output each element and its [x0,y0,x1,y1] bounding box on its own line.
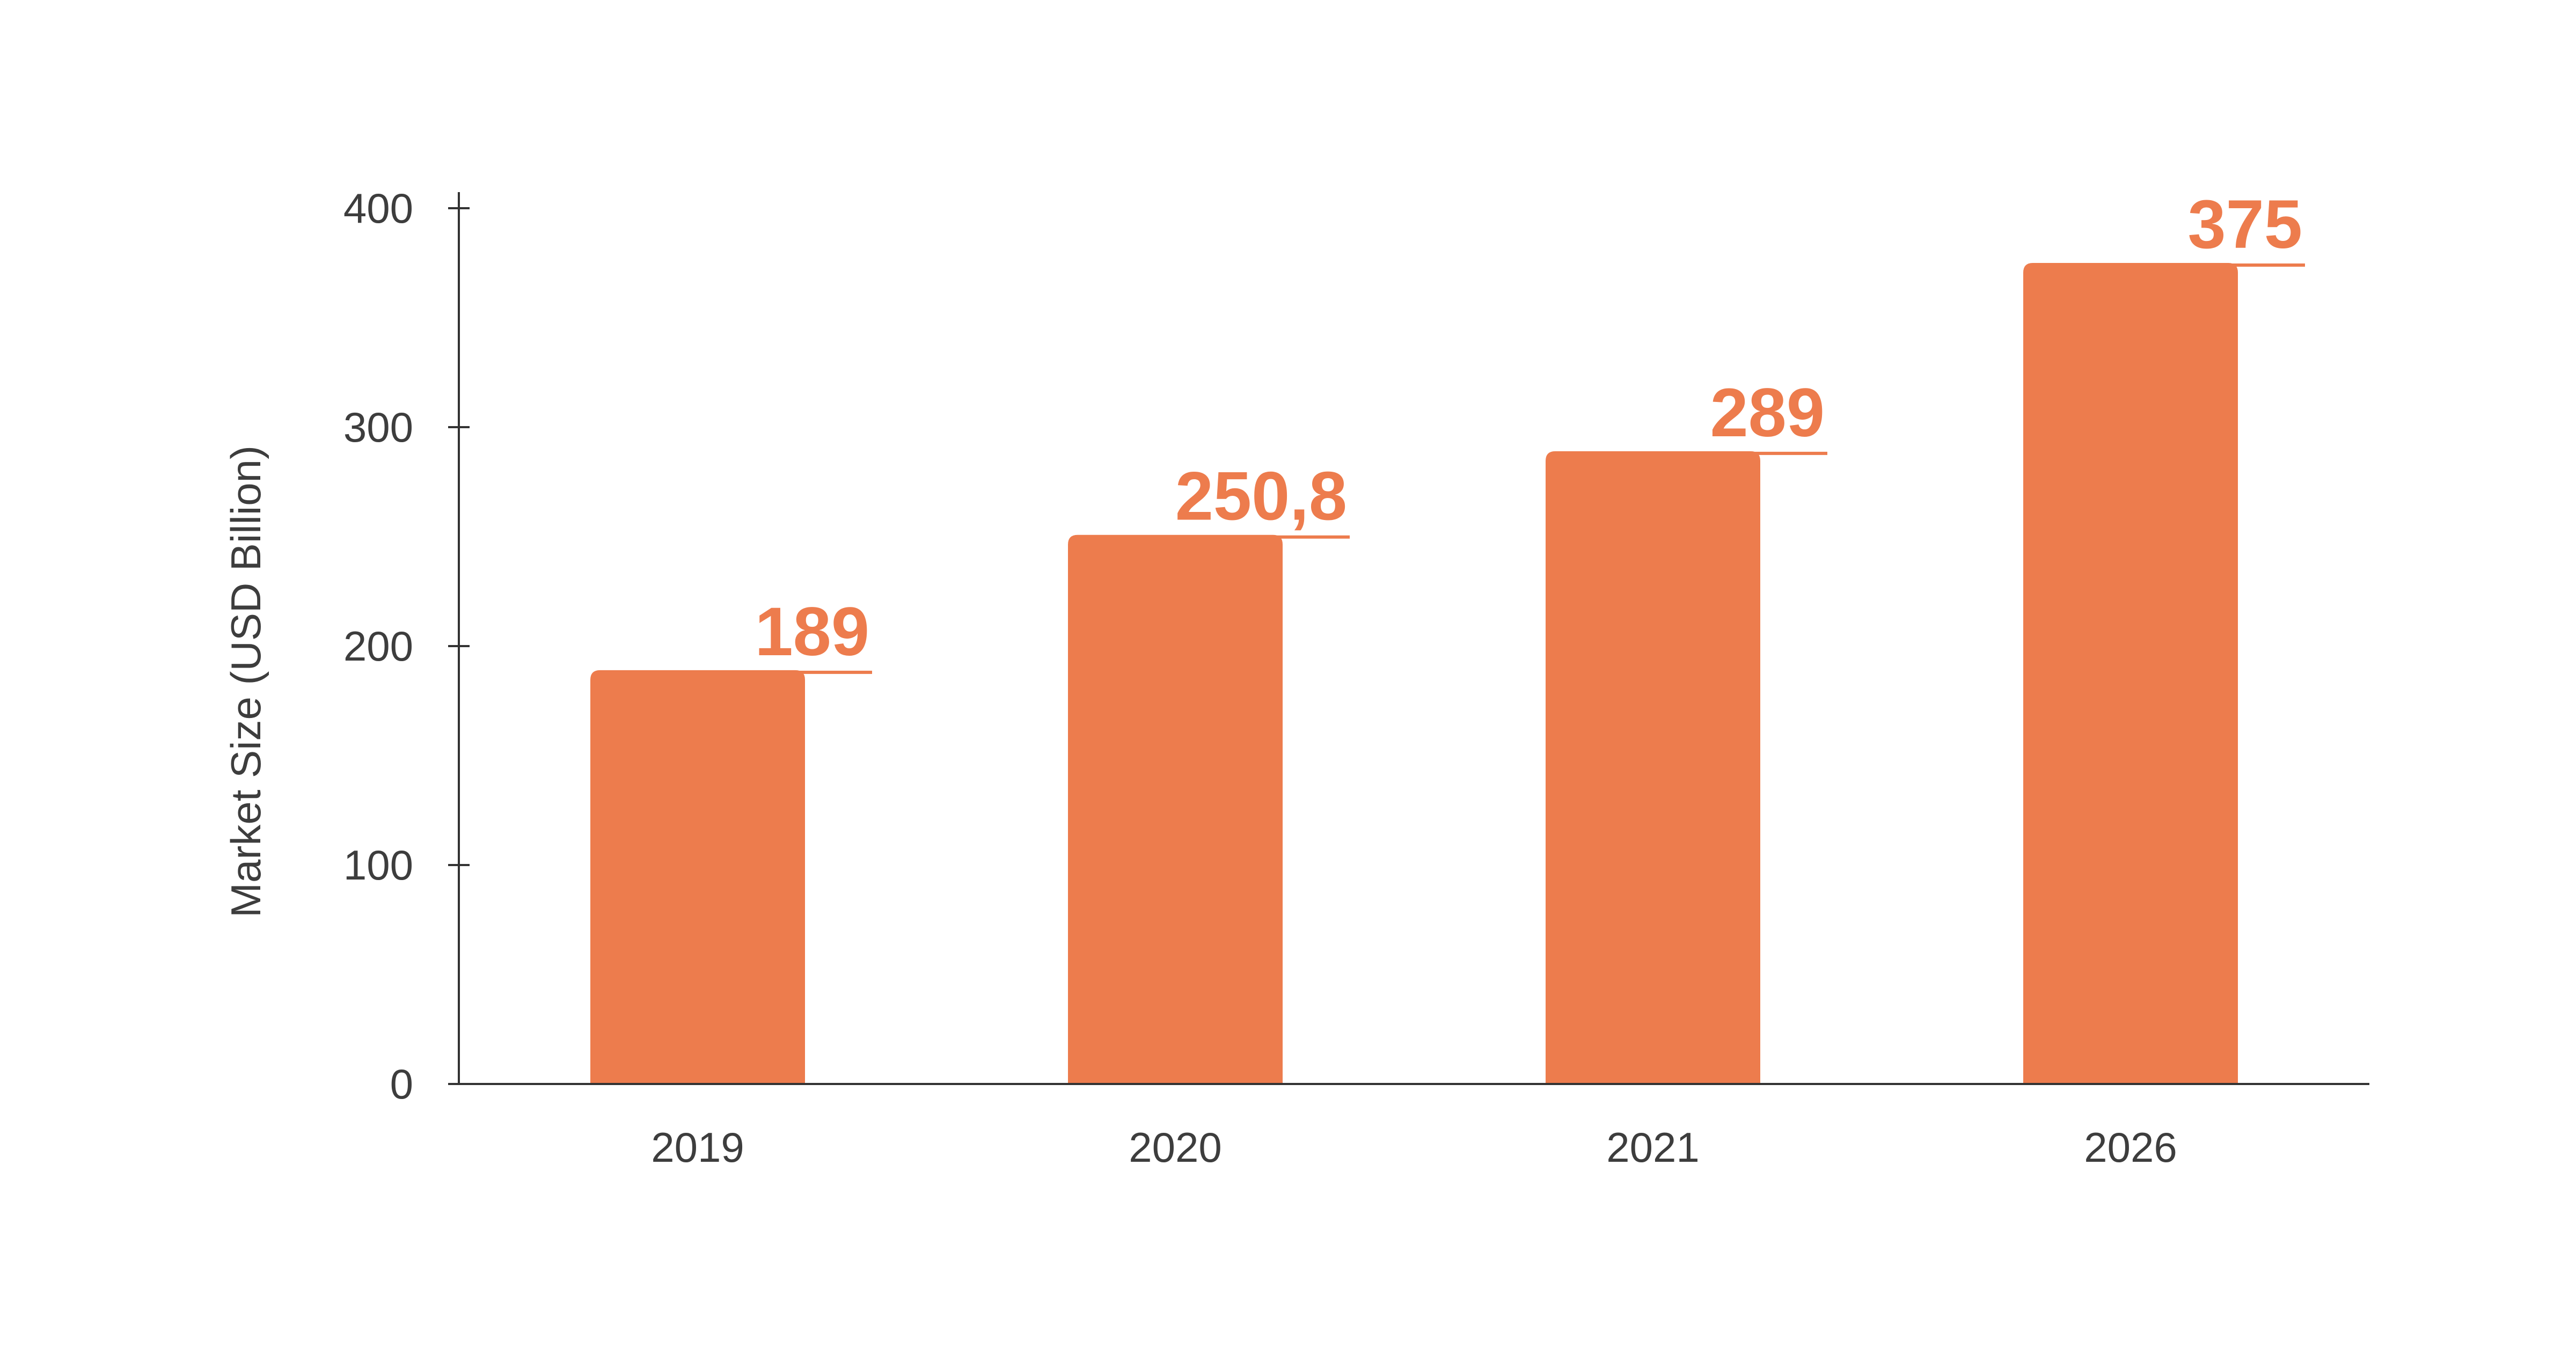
x-tick-label: 2021 [1606,1124,1700,1171]
bar-2026 [2023,263,2238,1084]
data-label-2020: 250,8 [1175,458,1347,535]
x-tick-label: 2020 [1129,1124,1222,1171]
x-tick-label: 2019 [651,1124,744,1171]
bar-2019 [590,670,805,1084]
y-tick-label: 0 [390,1060,413,1108]
y-tick-label: 200 [343,622,413,670]
y-tick-label: 400 [343,185,413,232]
y-axis-title: Market Size (USD Billion) [222,445,269,918]
data-label-2019: 189 [755,594,869,670]
y-tick-label: 100 [343,841,413,889]
bar-2021 [1546,451,1760,1084]
data-label-2026: 375 [2187,186,2302,263]
y-tick-label: 300 [343,404,413,451]
data-labels-group: 189 250,8 289 375 [698,186,2305,674]
bar-2020 [1068,534,1283,1084]
x-tick-label: 2026 [2084,1124,2177,1171]
data-label-2021: 289 [1710,375,1825,451]
x-ticks-group: 2019 2020 2021 2026 [651,1124,2177,1171]
y-ticks-group: 0 100 200 300 400 [343,185,470,1108]
bars-group [590,263,2238,1084]
